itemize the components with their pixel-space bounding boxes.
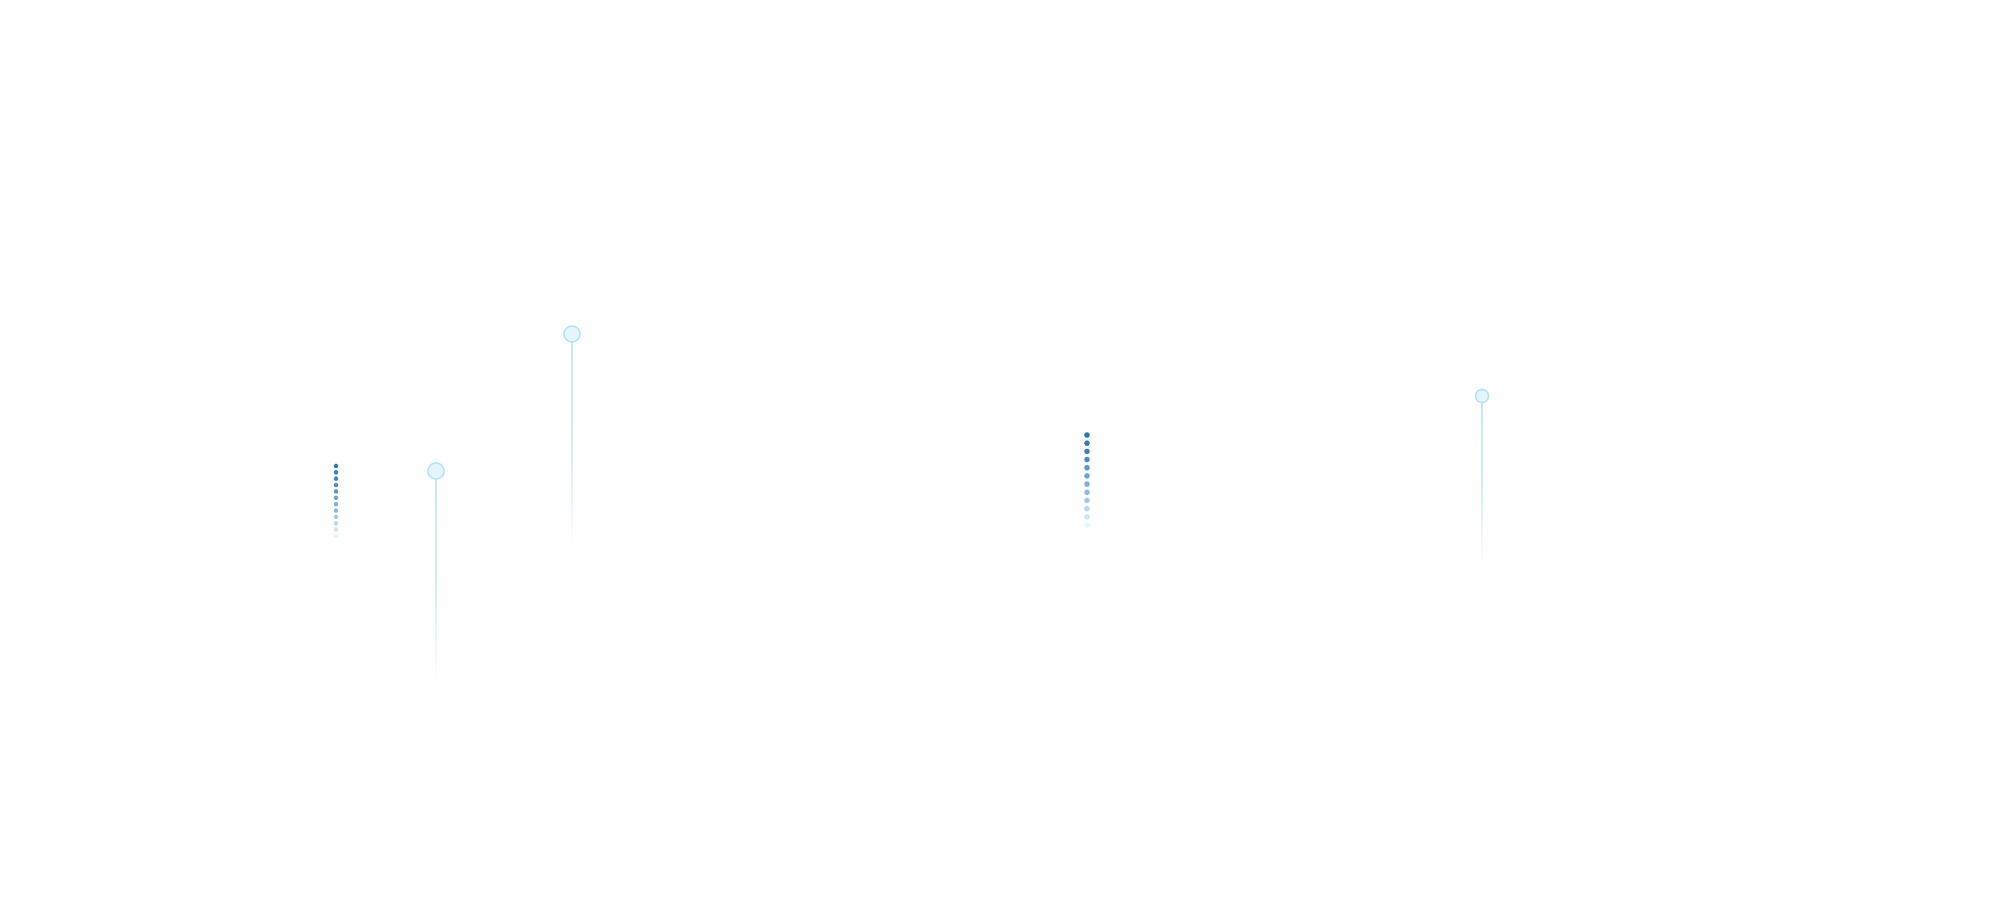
dot-icon bbox=[1084, 489, 1090, 496]
dot-column bbox=[1084, 432, 1090, 528]
dot-column bbox=[333, 463, 339, 539]
dot-icon bbox=[333, 463, 339, 469]
pin-head bbox=[427, 462, 445, 480]
dot-icon bbox=[1084, 448, 1090, 455]
dot-icon bbox=[333, 470, 339, 475]
dot-icon bbox=[1084, 473, 1090, 479]
pin-marker-icon bbox=[427, 462, 445, 683]
dot-icon bbox=[1084, 456, 1090, 463]
dot-icon bbox=[333, 533, 339, 539]
dot-icon bbox=[333, 521, 339, 526]
dot-icon bbox=[1084, 464, 1090, 471]
dot-icon bbox=[333, 514, 339, 520]
dot-icon bbox=[333, 527, 339, 532]
dot-icon bbox=[333, 476, 339, 481]
dot-icon bbox=[333, 508, 339, 513]
dot-icon bbox=[1084, 497, 1090, 504]
pin-marker-icon bbox=[1474, 388, 1490, 567]
pin-head bbox=[563, 325, 581, 343]
dot-icon bbox=[1084, 432, 1090, 438]
dot-icon bbox=[1084, 522, 1090, 528]
pin-stem bbox=[435, 479, 437, 683]
dot-icon bbox=[333, 495, 339, 501]
dot-icon bbox=[1084, 481, 1090, 487]
dot-icon bbox=[1084, 505, 1090, 512]
pin-stem bbox=[1481, 402, 1483, 567]
dot-icon bbox=[1084, 514, 1090, 520]
dot-icon bbox=[333, 482, 339, 488]
decoration-layer bbox=[333, 325, 1490, 683]
pin-stem bbox=[571, 342, 573, 547]
pin-head bbox=[1474, 388, 1490, 404]
dot-icon bbox=[333, 501, 339, 507]
dot-icon bbox=[1084, 440, 1090, 446]
pin-marker-icon bbox=[563, 325, 581, 547]
dot-icon bbox=[333, 489, 339, 494]
